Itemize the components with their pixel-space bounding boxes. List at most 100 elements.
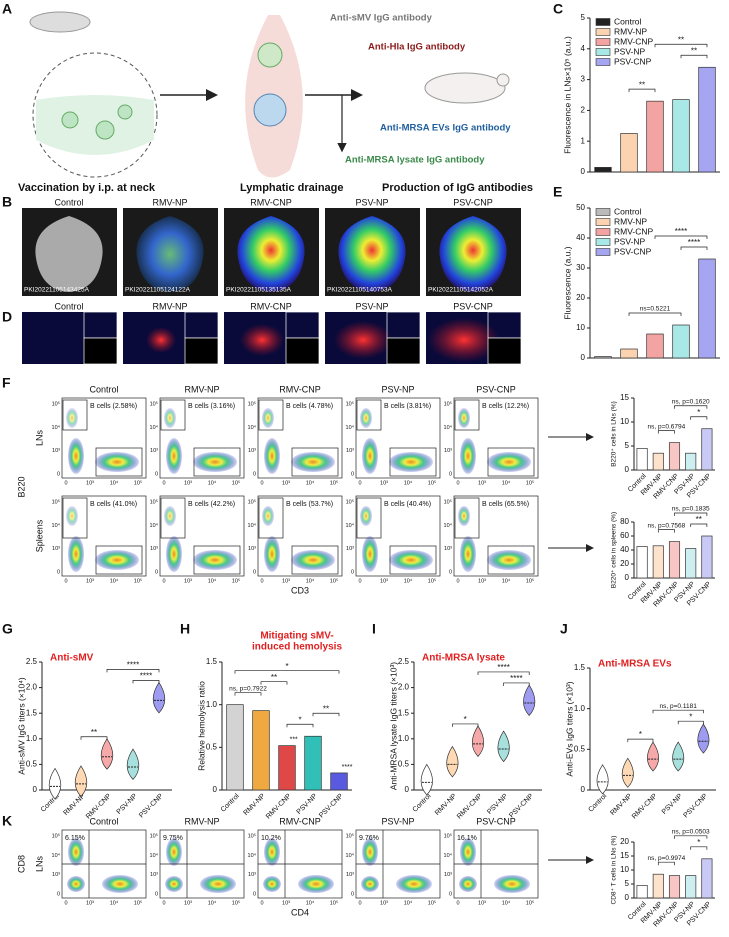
bracket (657, 529, 675, 533)
flow-tick: 10⁴ (502, 577, 511, 584)
density (102, 875, 138, 893)
violin (74, 765, 88, 797)
density (166, 536, 182, 572)
chart-title: Mitigating sMV- (260, 631, 333, 642)
violin (152, 681, 166, 714)
density (487, 550, 531, 570)
flow-tick: 0 (358, 900, 361, 906)
y-tick-label: 10 (620, 417, 629, 426)
bracket (652, 709, 704, 714)
flow-tick: 10⁴ (150, 852, 159, 859)
flow-tick: 10⁴ (444, 424, 453, 431)
violin (621, 757, 634, 788)
y-tick-label: 0 (405, 785, 410, 794)
bracket (654, 235, 708, 239)
flow-tick: 10⁵ (150, 400, 158, 407)
flow-tick: 10³ (282, 578, 290, 584)
flow-tick: 10⁵ (232, 577, 240, 584)
gate (454, 497, 480, 539)
flow-tick: 0 (456, 480, 459, 486)
y-tick-label: 0.5 (398, 760, 410, 769)
flow-tick: 10⁵ (134, 577, 142, 584)
significance-label: ns, p=0.7922 (229, 685, 267, 692)
flow-tick: 10⁵ (150, 498, 158, 505)
significance-label: ** (639, 80, 645, 89)
flow-tick: 0 (253, 471, 256, 477)
column-title: Control (89, 384, 118, 394)
bar (652, 452, 664, 471)
y-tick-label: 0 (581, 785, 586, 794)
mouse-silhouette (237, 216, 305, 292)
violin (471, 725, 485, 757)
flow-tick: 10⁴ (110, 577, 119, 584)
flow-tick: 10³ (184, 480, 192, 486)
mouse-silhouette (136, 216, 204, 292)
bar (701, 428, 713, 471)
flow-tick: 10³ (248, 546, 256, 552)
bar (668, 875, 681, 899)
flow-tick: 0 (351, 471, 354, 477)
x-tick-label: PSV-NP (116, 793, 139, 816)
density (460, 438, 476, 474)
bar (594, 167, 612, 173)
y-tick-label: 1.0 (206, 700, 218, 709)
image-id: PKI20221105124122A (125, 287, 191, 294)
column-title: RMV-CNP (279, 384, 321, 394)
flow-tick: 10⁴ (52, 522, 61, 529)
significance-label: ns, p=0.1620 (672, 398, 710, 405)
column-title: PSV-NP (381, 384, 414, 394)
density (264, 438, 280, 474)
significance-label: **** (675, 227, 687, 236)
y-tick-label: 1.5 (398, 708, 410, 717)
flow-tick: 10³ (86, 480, 94, 486)
gate (193, 447, 241, 477)
antibody-label: Anti-Hla IgG antibody (368, 42, 466, 53)
chart-title: Anti-sMV (50, 653, 94, 664)
y-tick-label: 1.5 (26, 708, 38, 717)
y-tick-label: 5 (625, 441, 630, 450)
flow-tick: 10⁴ (248, 522, 257, 529)
density (362, 536, 378, 572)
bracket (477, 671, 530, 675)
y-tick-label: 2 (581, 106, 586, 115)
density (68, 438, 84, 474)
flow-tick: 10⁵ (428, 479, 436, 486)
significance-label: **** (497, 663, 509, 672)
bar (698, 66, 716, 173)
density (262, 408, 274, 428)
bar (685, 875, 697, 899)
flow-tick: 10⁵ (428, 577, 436, 584)
panel-letter: E (553, 184, 562, 200)
chart-title: induced hemolysis (252, 642, 342, 653)
panel-letter: C (553, 1, 563, 17)
significance-label: ** (691, 46, 697, 55)
bar (701, 535, 713, 579)
y-tick-label: 1 (581, 136, 586, 145)
density (165, 876, 183, 892)
significance-label: ** (323, 704, 329, 713)
x-tick-label: Control (587, 792, 608, 813)
chart-title: Anti-MRSA lysate (422, 653, 505, 664)
density (361, 876, 379, 892)
density (262, 506, 274, 526)
flow-tick: 0 (449, 569, 452, 575)
flow-tick: 0 (162, 480, 165, 486)
density (263, 876, 281, 892)
density (164, 408, 176, 428)
flow-tick: 10⁵ (428, 899, 436, 906)
bar (701, 858, 713, 899)
density (193, 452, 237, 472)
x-tick-label: RMV-NP (609, 793, 633, 817)
gate-label: B cells (3.16%) (188, 403, 235, 410)
panel-letter: A (2, 1, 12, 17)
flow-tick: 10³ (346, 872, 354, 878)
y-axis-label: Anti-MRSA lysate IgG titers (×10³) (388, 662, 398, 790)
violin (672, 741, 685, 772)
antibody-label: Anti-MRSA lysate IgG antibody (345, 155, 485, 166)
violin (48, 767, 62, 800)
flow-tick: 10⁵ (330, 577, 338, 584)
bar (620, 348, 638, 359)
flow-tick: 10³ (184, 578, 192, 584)
panel-a-illustration (29, 11, 510, 178)
image-title: RMV-CNP (250, 301, 292, 311)
